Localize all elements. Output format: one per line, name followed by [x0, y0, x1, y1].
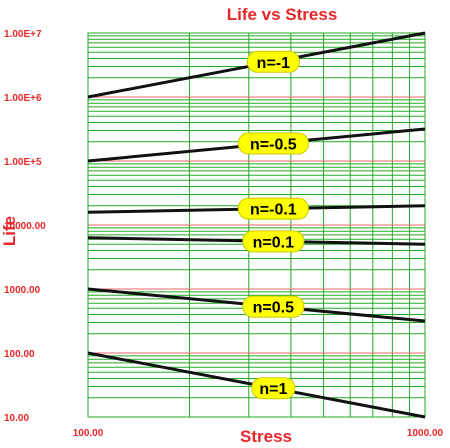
series-label-pill: [251, 377, 296, 400]
series-labels: n=-1 n=-0.5 n=-0.1 n=0.1 n=0.5 n=1: [237, 50, 309, 400]
series-label-text: n=0.5: [253, 300, 294, 317]
series-label-text: n=0.1: [253, 234, 294, 251]
grid: [87, 32, 426, 418]
y-tick-label: 10000.00: [4, 221, 46, 232]
series-label: n=0.1: [242, 230, 305, 253]
series-label-pill: [237, 132, 309, 155]
y-tick-label: 100.00: [4, 349, 35, 360]
x-axis-title: Stress: [240, 427, 292, 446]
series-label-pill: [237, 197, 309, 220]
series-label: n=1: [251, 377, 296, 400]
series-label-text: n=-0.5: [250, 136, 297, 153]
series-label-text: n=-0.1: [250, 202, 297, 219]
plot-frame: [87, 32, 426, 418]
y-tick-label: 1.00E+7: [4, 29, 42, 40]
series-label-text: n=1: [259, 381, 287, 398]
series-label: n=-0.1: [237, 197, 309, 220]
series-label-pill: [246, 50, 300, 73]
x-tick-label: 100.00: [73, 428, 104, 439]
series-label-pill: [242, 295, 305, 318]
y-tick-labels: 10.00 100.00 1000.00 10000.00 1.00E+5 1.00E+6…: [4, 29, 46, 424]
series-label-text: n=-1: [257, 55, 290, 72]
y-tick-label: 1.00E+6: [4, 93, 42, 104]
y-axis-title: Life: [0, 216, 19, 246]
x-tick-labels: 100.00 1000.00: [73, 428, 444, 439]
series-label: n=0.5: [242, 295, 305, 318]
chart-title: Life vs Stress: [227, 5, 338, 24]
y-tick-label: 1000.00: [4, 285, 41, 296]
x-tick-label: 1000.00: [407, 428, 444, 439]
series-label: n=-1: [246, 50, 300, 73]
y-tick-label: 10.00: [4, 413, 29, 424]
series-label: n=-0.5: [237, 132, 309, 155]
series-label-pill: [242, 230, 305, 253]
y-tick-label: 1.00E+5: [4, 157, 42, 168]
